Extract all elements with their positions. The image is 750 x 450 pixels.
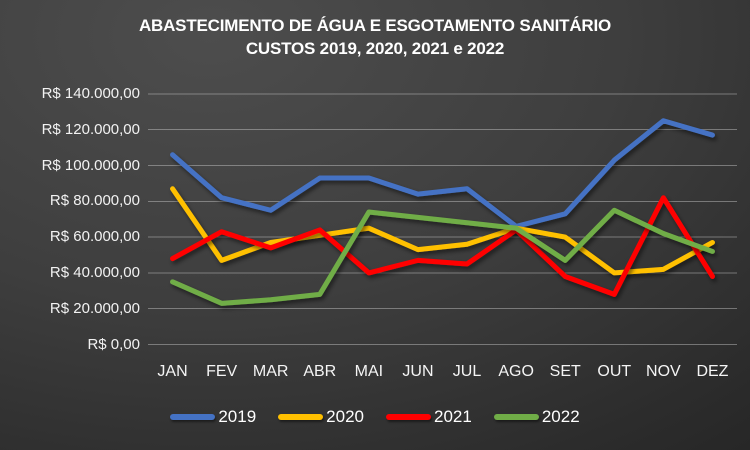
chart-title-line2: CUSTOS 2019, 2020, 2021 e 2022: [245, 39, 505, 59]
x-tick-label-mar: MAR: [252, 363, 289, 380]
series-line-2019: [170, 118, 715, 229]
x-tick-label-abr: ABR: [303, 363, 337, 380]
y-tick-label: R$ 60.000,00: [49, 228, 140, 246]
legend-label-2019: 2019: [218, 407, 257, 426]
y-tick-label: R$ 120.000,00: [41, 120, 140, 138]
legend-item-2020: 2020: [278, 407, 364, 427]
y-tick-label: R$ 20.000,00: [49, 299, 140, 317]
legend-swatch-2022: [493, 414, 539, 420]
y-tick-label: R$ 140.000,00: [41, 84, 140, 102]
x-tick-label-set: SET: [549, 363, 581, 380]
legend-label-2020: 2020: [326, 407, 364, 426]
legend-item-2022: 2022: [493, 407, 580, 427]
legend-item-2021: 2021: [386, 407, 472, 427]
x-tick-label-out: OUT: [597, 363, 632, 380]
legend-label-2022: 2022: [541, 407, 580, 426]
x-tick-label-dez: DEZ: [696, 363, 729, 380]
y-tick-label: R$ 80.000,00: [49, 192, 140, 210]
legend-swatch-2019: [170, 414, 216, 420]
x-tick-label-mai: MAI: [354, 363, 384, 380]
legend-swatch-2021: [386, 414, 431, 420]
series-lines: [170, 118, 715, 306]
legend-swatch-2020: [278, 414, 324, 420]
y-tick-label: R$ 0,00: [87, 335, 140, 353]
series-line-2021: [170, 195, 715, 297]
chart-legend: 2019 2020 2021 2022: [0, 407, 750, 427]
x-tick-label-fev: FEV: [206, 363, 238, 380]
x-tick-label-jan: JAN: [157, 363, 188, 380]
y-tick-label: R$ 40.000,00: [49, 263, 140, 281]
legend-item-2019: 2019: [170, 407, 256, 427]
chart-title-line1: ABASTECIMENTO DE ÁGUA E ESGOTAMENTO SANI…: [138, 16, 612, 35]
x-tick-label-ago: AGO: [498, 363, 534, 380]
x-tick-label-jul: JUL: [452, 363, 482, 380]
x-tick-label-nov: NOV: [646, 363, 681, 380]
series-line-2022: [170, 207, 715, 306]
chart-title: ABASTECIMENTO DE ÁGUA E ESGOTAMENTO SANI…: [0, 14, 750, 61]
legend-label-2021: 2021: [434, 407, 472, 426]
y-tick-label: R$ 100.000,00: [41, 156, 140, 174]
x-tick-label-jun: JUN: [402, 363, 434, 380]
